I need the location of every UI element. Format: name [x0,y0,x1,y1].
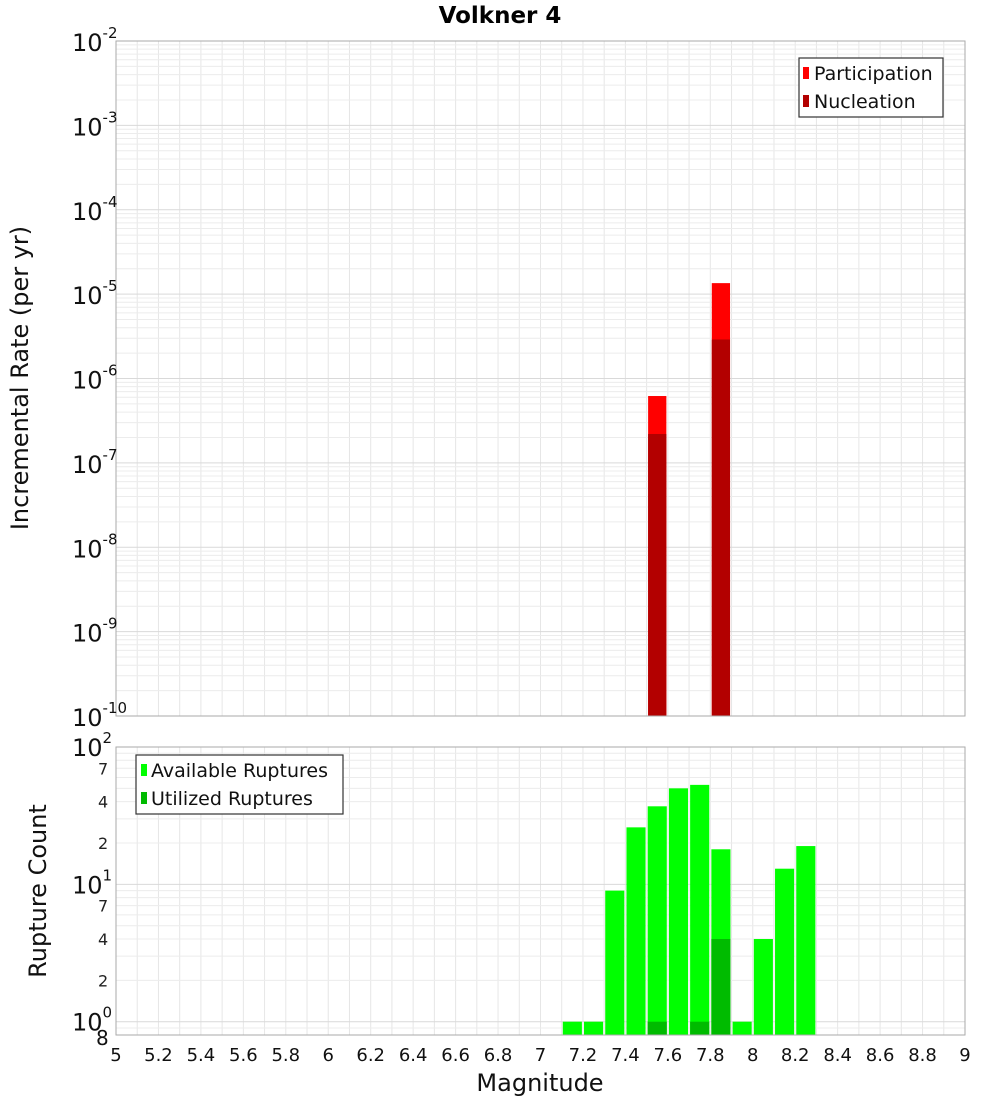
x-tick-label: 6.6 [441,1045,470,1066]
count-y-tick-label: 102 [72,729,112,762]
count-y-tick-label: 4 [98,930,108,949]
legend-swatch-participation [803,67,809,79]
rate-legend: Participation Nucleation [798,57,944,118]
bar-utilized-ruptures [690,1021,710,1035]
x-tick-label: 5.4 [187,1045,216,1066]
count-plot-border [115,746,966,1036]
x-tick-label: 7.6 [654,1045,683,1066]
x-tick-label: 6.4 [399,1045,428,1066]
x-tick-label: 5.8 [271,1045,300,1066]
count-x-ticks: 5 5.2 5.4 5.6 5.8 6 6.2 6.4 6.6 6.8 7 7.2 7.4 7.6 7.8 8… [110,1045,970,1066]
x-tick-label: 8 [747,1045,758,1066]
bar-nucleation [648,433,667,716]
bar-available-ruptures [732,1021,752,1035]
rate-bars [648,283,731,716]
bar-available-ruptures [647,806,667,1035]
x-tick-label: 5 [110,1045,121,1066]
bar-available-ruptures [605,890,625,1035]
count-legend-box [135,754,344,815]
count-y-tick-label: 2 [98,971,108,990]
rate-y-ticks: 10-10 10-9 10-8 10-7 10-6 10-5 10-4 10-3 10-2 [72,24,127,732]
legend-swatch-nucleation [803,95,809,107]
x-tick-label: 7 [535,1045,546,1066]
count-legend: Available Ruptures Utilized Ruptures [135,754,344,815]
rate-y-tick-label: 10-10 [72,699,127,732]
rate-plot-border [115,40,966,717]
bar-utilized-ruptures [647,1021,667,1035]
rate-y-tick-label: 10-7 [72,446,118,479]
legend-label-nucleation: Nucleation [814,91,916,113]
x-tick-label: 8.4 [823,1045,852,1066]
x-tick-label: 8.6 [866,1045,895,1066]
bar-nucleation [711,339,731,716]
x-tick-label: 7.8 [696,1045,725,1066]
legend-swatch-available-ruptures [141,764,147,776]
bar-available-ruptures [562,1021,582,1035]
x-axis-title: Magnitude [476,1069,603,1097]
rate-y-tick-label: 10-4 [72,193,118,226]
rate-y-tick-label: 10-8 [72,530,118,563]
bar-available-ruptures [775,868,795,1035]
rate-y-tick-label: 10-2 [72,24,118,57]
count-y-tick-label: 8 [96,1026,109,1050]
rate-panel: 10-10 10-9 10-8 10-7 10-6 10-5 10-4 10-3 10-2 In… [6,24,966,732]
legend-swatch-utilized-ruptures [141,792,147,804]
count-y-tick-label: 7 [98,759,108,778]
rate-legend-box [798,57,944,118]
count-y-tick-label: 101 [72,866,112,899]
bar-available-ruptures [753,939,773,1035]
bar-available-ruptures [626,827,646,1035]
rate-y-tick-label: 10-5 [72,277,118,310]
count-y-tick-label: 4 [98,793,108,812]
x-tick-label: 6 [323,1045,334,1066]
x-tick-label: 9 [959,1045,970,1066]
x-tick-label: 8.2 [781,1045,810,1066]
count-y-axis-title: Rupture Count [24,804,52,978]
bar-available-ruptures [690,784,710,1035]
legend-label-utilized-ruptures: Utilized Ruptures [151,788,313,810]
x-tick-label: 7.4 [611,1045,640,1066]
count-y-tick-label: 2 [98,834,108,853]
x-tick-label: 5.2 [144,1045,173,1066]
count-bars [562,784,816,1035]
x-tick-label: 5.6 [229,1045,258,1066]
x-tick-label: 8.8 [908,1045,937,1066]
bar-available-ruptures [668,788,689,1035]
count-y-tick-label: 100 [72,1004,112,1037]
count-y-tick-label: 7 [98,897,108,916]
bar-available-ruptures [584,1021,604,1035]
x-tick-label: 7.2 [569,1045,598,1066]
rate-y-tick-label: 10-3 [72,108,118,141]
rate-y-axis-title: Incremental Rate (per yr) [6,226,34,530]
x-tick-label: 6.2 [356,1045,385,1066]
rate-y-tick-label: 10-9 [72,615,118,648]
chart-title: Volkner 4 [439,3,562,29]
legend-label-participation: Participation [814,63,933,85]
bar-available-ruptures [796,846,816,1035]
rate-grid [115,41,966,717]
legend-label-available-ruptures: Available Ruptures [151,760,328,782]
bar-utilized-ruptures [711,939,731,1035]
rate-y-tick-label: 10-6 [72,362,118,395]
x-tick-label: 6.8 [484,1045,513,1066]
